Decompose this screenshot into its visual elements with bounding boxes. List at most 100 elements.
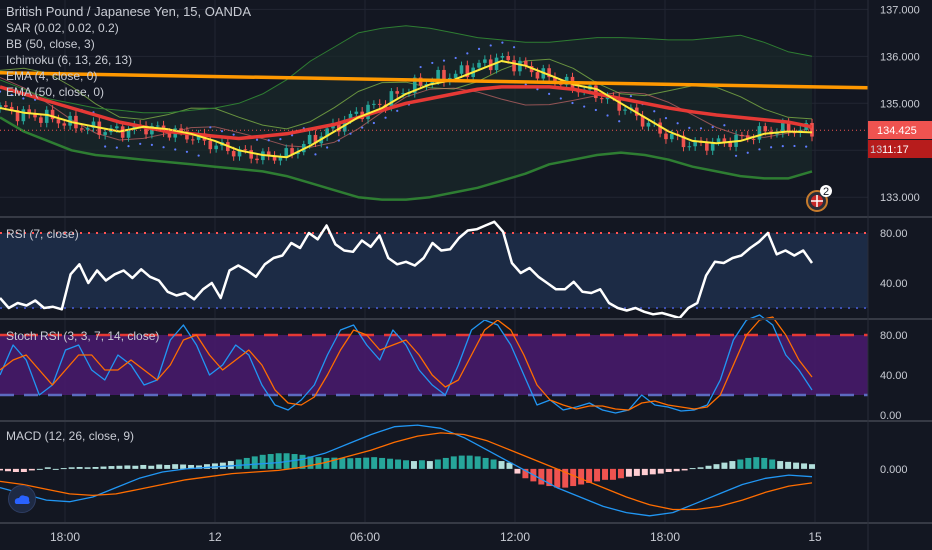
rsi-panel[interactable] xyxy=(0,220,868,320)
sar-dot xyxy=(197,154,200,157)
macd-bar xyxy=(442,457,449,469)
sar-dot xyxy=(162,146,165,149)
candle-body xyxy=(85,127,90,130)
macd-bar xyxy=(100,466,107,469)
price-axis[interactable]: 133.000 135.000 136.000 137.000 40.00 80.00 0.… xyxy=(880,4,920,475)
partial-axis-label: 13 xyxy=(870,144,882,156)
candle-body xyxy=(693,140,697,147)
macd-bar xyxy=(395,459,402,469)
time-axis[interactable]: 18:00 12 06:00 12:00 18:00 15 xyxy=(50,530,822,544)
bollinger-fill xyxy=(0,25,812,200)
candle-body xyxy=(430,81,435,85)
sar-dot xyxy=(781,144,784,148)
candle-body xyxy=(465,65,470,78)
macd-bar xyxy=(490,459,497,469)
legend-ema-fast[interactable]: EMA (4, close, 0) xyxy=(6,69,98,83)
macd-bar xyxy=(243,457,250,469)
candle-body xyxy=(518,60,522,72)
price-panel[interactable] xyxy=(0,25,869,201)
candle-body xyxy=(658,122,662,134)
sar-dot xyxy=(559,97,562,100)
macd-bar xyxy=(713,464,720,469)
candle-body xyxy=(710,142,715,151)
candle-body xyxy=(506,55,511,61)
macd-histogram xyxy=(0,453,815,488)
candle-body xyxy=(477,62,481,68)
macd-bar xyxy=(172,464,179,469)
candle-body xyxy=(757,126,762,140)
sar-dot xyxy=(699,127,703,130)
candle-body xyxy=(91,121,96,128)
candle-body xyxy=(243,149,248,151)
sar-dot xyxy=(618,120,621,123)
candle-body xyxy=(401,93,405,95)
candle-body xyxy=(50,109,55,120)
sar-dot xyxy=(349,132,352,135)
macd-bar xyxy=(753,457,760,469)
macd-bar xyxy=(681,468,688,471)
y-tick-label: 0.00 xyxy=(880,410,901,422)
trendline[interactable] xyxy=(0,71,869,90)
candle-body xyxy=(372,103,376,105)
bollinger-upper xyxy=(0,25,813,114)
macd-bar xyxy=(625,468,632,477)
macd-bar xyxy=(339,457,346,469)
macd-bar xyxy=(761,457,768,469)
candle-body xyxy=(751,138,756,140)
macd-bar xyxy=(482,457,489,469)
macd-bar xyxy=(355,457,362,469)
macd-bar xyxy=(450,456,457,469)
candle-body xyxy=(120,126,125,138)
candle-body xyxy=(237,149,242,157)
macd-bar xyxy=(76,467,83,469)
sar-dot xyxy=(127,145,130,148)
macd-bar xyxy=(12,468,19,472)
candle-body xyxy=(594,85,598,99)
stoch-legend[interactable]: Stoch RSI (3, 3, 7, 14, close) xyxy=(6,329,160,343)
sar-dot xyxy=(174,148,177,151)
macd-legend[interactable]: MACD (12, 26, close, 9) xyxy=(6,429,135,443)
candle-body xyxy=(564,76,569,85)
macd-bar xyxy=(307,456,314,469)
main-legend: British Pound / Japanese Yen, 15, OANDA … xyxy=(6,4,251,100)
event-flag[interactable]: 2 xyxy=(806,185,832,212)
legend-sar[interactable]: SAR (0.02, 0.02, 0.2) xyxy=(6,21,119,35)
macd-bar xyxy=(259,454,266,469)
legend-ema-slow[interactable]: EMA (50, close, 0) xyxy=(6,85,105,99)
y-tick-label: 40.00 xyxy=(880,278,908,290)
macd-bar xyxy=(793,462,800,469)
stoch-rsi-panel[interactable] xyxy=(0,314,868,414)
macd-bar xyxy=(554,468,561,488)
x-tick-label: 15 xyxy=(808,530,822,544)
macd-bar xyxy=(498,461,505,469)
macd-bar xyxy=(275,453,282,469)
sar-dot xyxy=(548,92,551,95)
macd-bar xyxy=(180,464,187,469)
tradingview-logo[interactable] xyxy=(8,485,36,513)
candle-body xyxy=(740,134,744,136)
legend-bb[interactable]: BB (50, close, 3) xyxy=(6,37,95,51)
legend-ichimoku[interactable]: Ichimoku (6, 13, 26, 13) xyxy=(6,53,133,67)
macd-bar xyxy=(315,457,322,469)
chart-title[interactable]: British Pound / Japanese Yen, 15, OANDA xyxy=(6,4,251,19)
candle-body xyxy=(617,97,622,111)
macd-bar xyxy=(777,461,784,469)
sar-dot xyxy=(442,59,446,62)
candle-body xyxy=(307,134,312,145)
candle-body xyxy=(810,122,814,137)
sar-dot xyxy=(431,61,434,65)
candle-body xyxy=(453,73,458,78)
candle-body xyxy=(500,55,505,58)
candle-body xyxy=(722,138,727,143)
candle-body xyxy=(296,152,300,155)
macd-bar xyxy=(649,468,656,475)
macd-bar xyxy=(124,465,131,469)
price-badge: 134.425 11:17 13 xyxy=(868,121,932,158)
macd-panel[interactable] xyxy=(0,424,815,517)
rsi-legend[interactable]: RSI (7, close) xyxy=(6,227,79,241)
y-tick-label: 135.000 xyxy=(880,98,920,110)
sar-dot xyxy=(793,144,796,148)
candle-body xyxy=(535,72,540,79)
